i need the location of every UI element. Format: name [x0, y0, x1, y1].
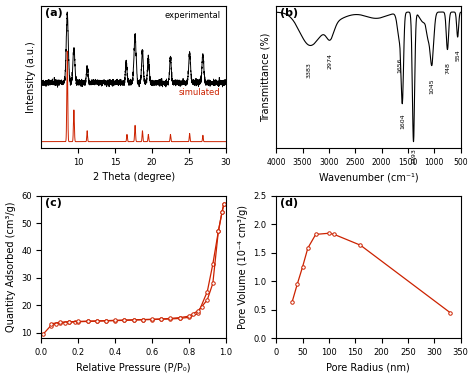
Text: 1656: 1656 [397, 57, 402, 73]
Text: 2974: 2974 [328, 53, 333, 68]
Text: simulated: simulated [179, 88, 220, 97]
Text: 1393: 1393 [411, 148, 416, 164]
X-axis label: Wavenumber (cm⁻¹): Wavenumber (cm⁻¹) [319, 172, 418, 183]
Y-axis label: Pore Volume (10⁻⁴ cm³/g): Pore Volume (10⁻⁴ cm³/g) [238, 205, 248, 329]
Text: 1604: 1604 [400, 114, 405, 129]
Text: 748: 748 [445, 62, 450, 74]
Text: 3383: 3383 [306, 62, 311, 77]
X-axis label: 2 Theta (degree): 2 Theta (degree) [92, 172, 174, 183]
Y-axis label: Transmittance (%): Transmittance (%) [261, 32, 271, 121]
Text: 1045: 1045 [429, 78, 434, 94]
Text: (d): (d) [280, 198, 298, 208]
X-axis label: Pore Radius (nm): Pore Radius (nm) [327, 363, 410, 372]
Text: experimental: experimental [164, 11, 220, 20]
Y-axis label: Quantity Adsorbed (cm³/g): Quantity Adsorbed (cm³/g) [6, 201, 16, 332]
Y-axis label: Intensity (a.u.): Intensity (a.u.) [26, 41, 36, 113]
Text: (a): (a) [45, 8, 63, 19]
Text: (b): (b) [280, 8, 298, 19]
Text: (c): (c) [45, 198, 62, 208]
Text: 554: 554 [455, 50, 460, 61]
X-axis label: Relative Pressure (P/P₀): Relative Pressure (P/P₀) [76, 363, 191, 372]
